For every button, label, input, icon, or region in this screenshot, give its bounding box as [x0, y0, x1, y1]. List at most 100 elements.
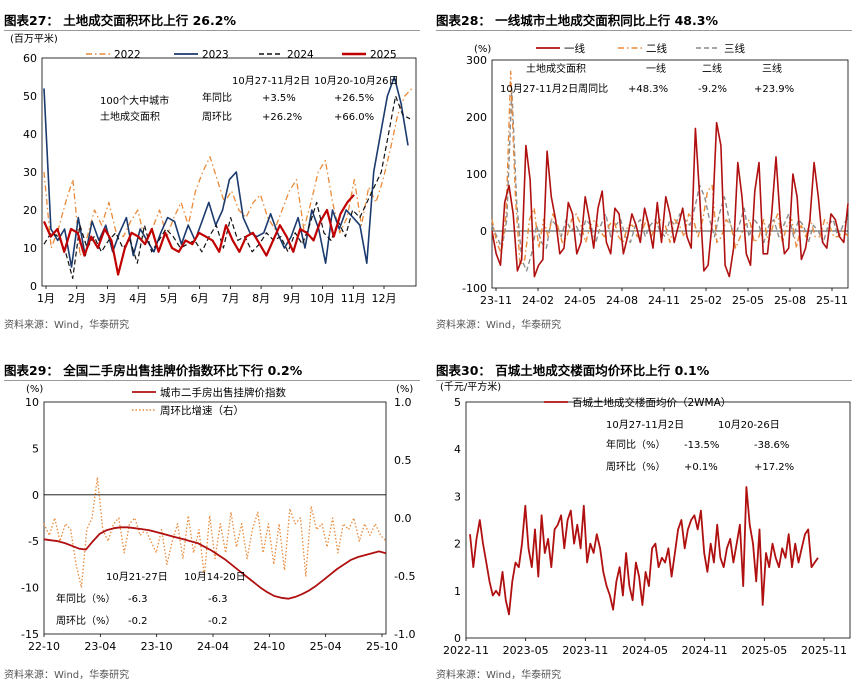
annotation-value: +66.0%: [334, 112, 374, 123]
x-tick-label: 2022-11: [443, 644, 489, 657]
x-tick-label: 2024-05: [622, 644, 668, 657]
chart-source: 资料来源：Wind，华泰研究: [436, 320, 562, 331]
legend-label: 三线: [724, 42, 745, 55]
annotation-head: 10月20-26日: [718, 419, 780, 431]
chart-source: 资料来源：Wind，华泰研究: [4, 670, 130, 681]
y-tick-label: 10: [23, 242, 37, 255]
x-tick-label: 25-05: [732, 294, 764, 307]
y-axis-label: (百万平米): [10, 32, 58, 45]
y-tick-label: 10: [25, 396, 39, 409]
annotation-value: -38.6%: [754, 440, 789, 451]
series-line-weekly-change: [43, 476, 387, 589]
x-tick-label: 11月: [341, 292, 366, 305]
y-tick-label: -5: [28, 535, 39, 548]
legend-label: 城市二手房出售挂牌价指数: [160, 386, 286, 399]
x-tick-label: 25-04: [310, 640, 342, 653]
x-tick-label: 24-02: [522, 294, 554, 307]
annotation-value: +26.2%: [262, 112, 302, 123]
plot-frame: [41, 57, 417, 287]
title-rule: [436, 380, 852, 381]
annotation-row-label: 周环比（%）: [606, 461, 666, 473]
chart-source: 资料来源：Wind，华泰研究: [4, 320, 130, 331]
y-tick-label: -10: [21, 582, 39, 595]
x-tick-label: 24-04: [197, 640, 229, 653]
annotation-row-label: 年同比（%）: [606, 438, 666, 451]
title-rule: [4, 30, 420, 31]
annotation-value: -13.5%: [684, 440, 719, 451]
x-tick-label: 23-04: [84, 640, 116, 653]
x-tick-label: 9月: [283, 292, 301, 305]
series-line-tier1: [491, 121, 849, 278]
annotation-head: 10月27-11月2日: [606, 419, 684, 431]
x-tick-label: 25-08: [774, 294, 806, 307]
legend-label: 2022: [114, 49, 141, 61]
series-line-2023: [43, 76, 409, 268]
y-tick-label: 50: [23, 90, 37, 103]
annotation-row-label: 周环比（%）: [56, 615, 116, 627]
annotation-head: 10月20-10月26日: [314, 75, 399, 87]
legend-label: 2023: [202, 49, 229, 61]
series-line-listing-index: [43, 526, 387, 600]
y-tick-label: 2: [454, 538, 461, 551]
x-tick-label: 10月: [310, 292, 335, 305]
x-tick-label: 2025-05: [741, 644, 787, 657]
x-tick-label: 24-10: [253, 640, 285, 653]
annotation-value: +3.5%: [262, 93, 296, 104]
x-tick-label: 25-10: [366, 640, 398, 653]
y-tick-label: 40: [23, 128, 37, 141]
x-tick-label: 24-08: [606, 294, 638, 307]
plot-frame: [491, 59, 849, 289]
x-tick-label: 23-11: [480, 294, 512, 307]
annotation-head: 一线: [646, 62, 666, 75]
annotation-value: +17.2%: [754, 462, 794, 473]
y-tick-label: 0: [30, 280, 37, 293]
chart-title: 图表28： 一线城市土地成交面积同比上行 48.3%: [436, 13, 718, 28]
annotation-row-label: 周环比: [202, 111, 232, 123]
annotation-value: +0.1%: [684, 462, 718, 473]
x-tick-label: 2024-11: [682, 644, 728, 657]
y-tick-label: 60: [23, 52, 37, 65]
title-rule: [436, 30, 852, 31]
annotation-head: 10月27-11月2日: [232, 75, 310, 87]
title-rule: [4, 380, 420, 381]
x-tick-label: 2025-11: [801, 644, 847, 657]
y-tick-label: 4: [454, 443, 461, 456]
y-axis-label: (%): [26, 384, 43, 395]
y-tick-label: 1: [454, 585, 461, 598]
x-tick-label: 8月: [252, 292, 270, 305]
y-tick-label: 200: [466, 111, 487, 124]
x-tick-label: 4月: [129, 292, 147, 305]
annotation-row-label: 10月27-11月2日周同比: [500, 83, 608, 95]
annotation-row-label: 年同比: [202, 91, 232, 104]
x-tick-label: 24-05: [564, 294, 596, 307]
y-tick-label: -15: [21, 628, 39, 641]
y-tick-label: 0: [454, 632, 461, 645]
y2-tick-label: -0.5: [394, 570, 415, 583]
annotation-row-label: 年同比（%）: [56, 592, 116, 605]
y-tick-label: 5: [454, 396, 461, 409]
chart-source: 资料来源：Wind，华泰研究: [436, 670, 562, 681]
x-tick-label: 23-10: [141, 640, 173, 653]
y-tick-label: 0: [480, 225, 487, 238]
annotation-value: -0.2: [128, 616, 148, 627]
chart-svg: -100 0 100 200 300(%) 23-11 24-02 24-05 24-08 24-…: [462, 42, 849, 307]
chart-svg: 0 1 2 3 4 5 (千元/平方米) 2022-11 2023-05 2023-11 2024-…: [440, 380, 851, 657]
annotation-value: -0.2: [208, 616, 228, 627]
y2-tick-label: 0.0: [394, 512, 412, 525]
annotation-label: 100个大中城市: [100, 94, 169, 107]
plot-frame: [465, 401, 851, 639]
x-tick-label: 24-11: [648, 294, 680, 307]
annotation-value: +26.5%: [334, 93, 374, 104]
y-axis-label: (千元/平方米): [440, 380, 501, 393]
annotation-value: +23.9%: [754, 84, 794, 95]
y2-tick-label: 1.0: [394, 396, 412, 409]
y-tick-label: 30: [23, 166, 37, 179]
chart-title: 图表30： 百城土地成交楼面均价环比上行 0.1%: [436, 363, 710, 378]
annotation-value: +48.3%: [628, 84, 668, 95]
chart-title: 图表29： 全国二手房出售挂牌价指数环比下行 0.2%: [4, 363, 303, 378]
annotation-value: -9.2%: [698, 84, 727, 95]
y-tick-label: 300: [466, 54, 487, 67]
series-line-tier2: [491, 70, 849, 266]
x-tick-label: 5月: [160, 292, 178, 305]
chart-title: 图表27： 土地成交面积环比上行 26.2%: [4, 13, 236, 28]
